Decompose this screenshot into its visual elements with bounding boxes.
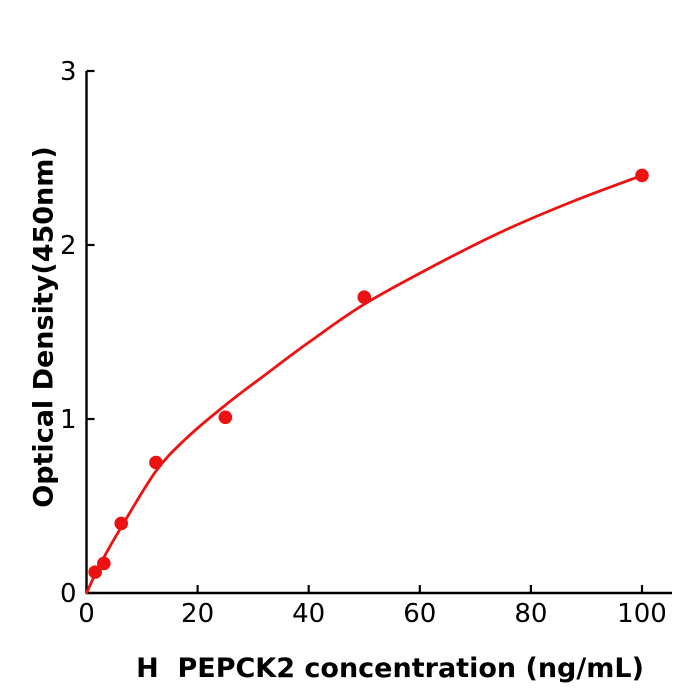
- x-tick-label: 60: [403, 599, 436, 629]
- x-tick-label: 80: [514, 599, 547, 629]
- x-axis-title: H PEPCK2 concentration (ng/mL): [136, 653, 644, 684]
- data-point: [114, 516, 129, 531]
- data-point: [635, 168, 649, 183]
- y-tick-label: 0: [60, 579, 77, 609]
- data-point: [97, 556, 111, 571]
- data-point: [357, 290, 372, 305]
- x-tick-label: 40: [292, 599, 325, 629]
- data-point: [218, 410, 233, 425]
- x-tick-label: 100: [617, 599, 667, 629]
- x-tick-label: 0: [78, 599, 95, 629]
- y-axis-title: Optical Density(450nm): [28, 146, 60, 508]
- y-tick-label: 3: [60, 57, 77, 87]
- data-point: [149, 455, 163, 470]
- y-tick-label: 2: [60, 231, 77, 261]
- y-tick-label: 1: [60, 405, 77, 435]
- fit-curve: [85, 174, 644, 595]
- data-point: [88, 565, 102, 579]
- x-tick-label: 20: [181, 599, 214, 629]
